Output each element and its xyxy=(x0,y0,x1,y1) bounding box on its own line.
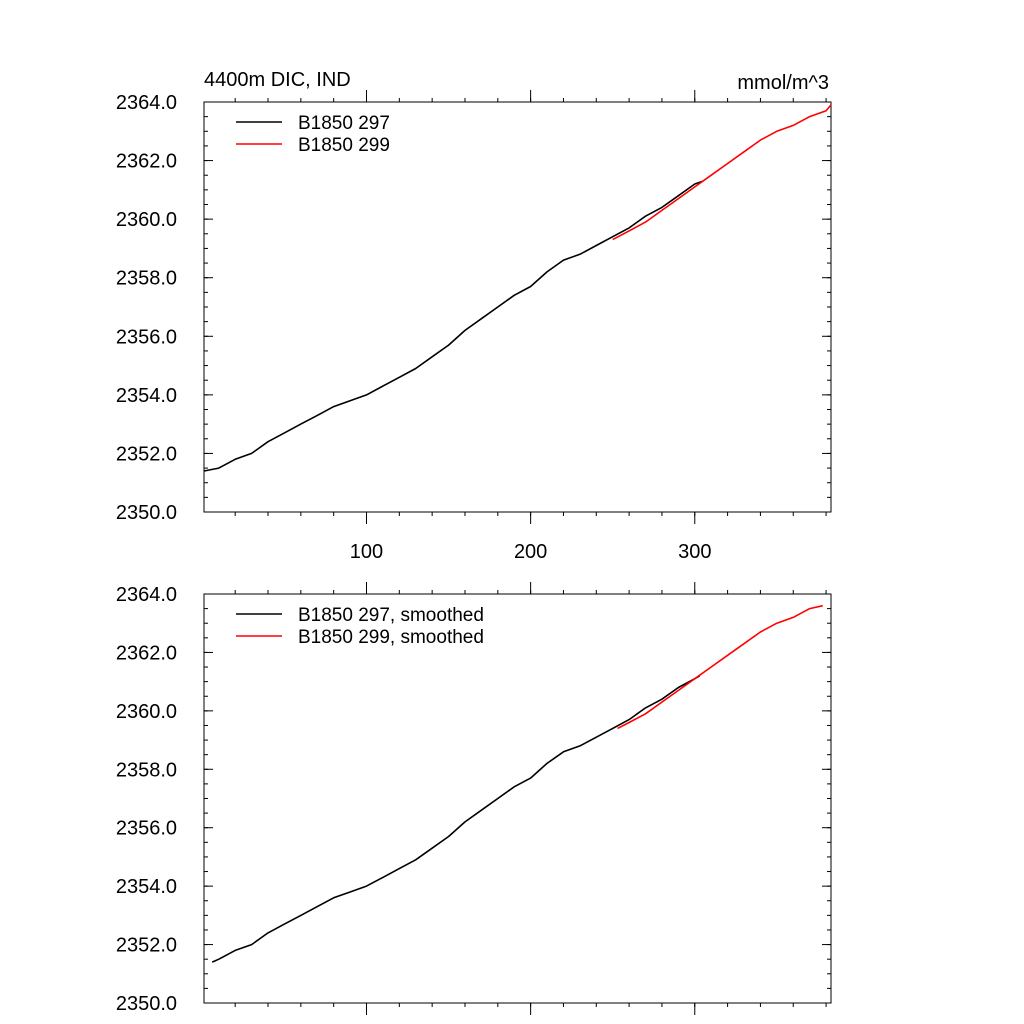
y-tick-label: 2362.0 xyxy=(116,642,177,664)
legend-label: B1850 299, smoothed xyxy=(298,627,484,648)
legend-label: B1850 297, smoothed xyxy=(298,605,484,626)
plot-frame xyxy=(203,101,832,513)
y-tick-label: 2358.0 xyxy=(116,759,177,781)
x-tick-label: 200 xyxy=(514,541,547,563)
series-line-2 xyxy=(612,104,832,241)
series-line-1 xyxy=(211,675,701,963)
units-label: mmol/m^3 xyxy=(737,72,829,94)
x-tick-label: 300 xyxy=(678,541,711,563)
series-line-2 xyxy=(617,604,823,730)
y-tick-label: 2354.0 xyxy=(116,876,177,898)
y-tick-label: 2362.0 xyxy=(116,151,177,173)
y-tick-label: 2356.0 xyxy=(116,326,177,348)
chart-title: 4400m DIC, IND xyxy=(204,69,351,91)
y-tick-label: 2350.0 xyxy=(116,502,177,524)
y-tick-label: 2364.0 xyxy=(116,92,177,114)
series-line-1 xyxy=(203,180,704,472)
y-tick-label: 2350.0 xyxy=(116,993,177,1015)
y-tick-label: 2356.0 xyxy=(116,818,177,840)
y-tick-label: 2352.0 xyxy=(116,935,177,957)
bottom-panel: 2350.0 2352.0 2354.0 2356.0 2358.0 2360.0 2362… xyxy=(116,582,832,1015)
y-tick-label: 2360.0 xyxy=(116,209,177,231)
y-tick-label: 2358.0 xyxy=(116,268,177,290)
legend-label: B1850 297 xyxy=(298,113,390,134)
legend-label: B1850 299 xyxy=(298,135,390,156)
plot-frame xyxy=(203,593,832,1004)
y-tick-label: 2360.0 xyxy=(116,701,177,723)
y-tick-label: 2354.0 xyxy=(116,385,177,407)
x-tick-label: 100 xyxy=(350,541,383,563)
y-tick-label: 2364.0 xyxy=(116,584,177,606)
top-panel: 2350.0 2352.0 2354.0 2356.0 2358.0 2360.0 2362… xyxy=(116,69,832,563)
y-tick-label: 2352.0 xyxy=(116,443,177,465)
